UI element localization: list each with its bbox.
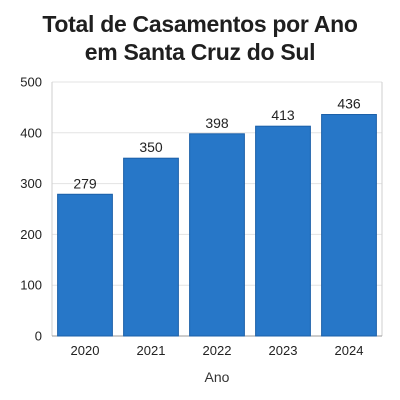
y-tick-label: 100 xyxy=(20,278,42,293)
x-tick-label-2024: 2024 xyxy=(335,343,364,358)
y-tick-label: 400 xyxy=(20,125,42,140)
y-tick-label: 500 xyxy=(20,75,42,90)
chart-title-line-1: Total de Casamentos por Ano xyxy=(42,11,358,37)
y-tick-label: 200 xyxy=(20,227,42,242)
x-tick-label-2023: 2023 xyxy=(269,343,298,358)
data-label-2020: 279 xyxy=(73,175,97,191)
data-label-2024: 436 xyxy=(337,96,361,112)
y-tick-label: 300 xyxy=(20,176,42,191)
chart-title-line-2: em Santa Cruz do Sul xyxy=(84,39,316,65)
bar-2020 xyxy=(57,193,113,337)
data-label-2022: 398 xyxy=(205,115,229,131)
x-tick-label-2020: 2020 xyxy=(71,343,100,358)
data-label-2021: 350 xyxy=(139,139,163,155)
data-label-2023: 413 xyxy=(271,107,295,123)
bar-2022 xyxy=(189,133,245,337)
bar-2024 xyxy=(321,114,377,337)
x-tick-label-2022: 2022 xyxy=(203,343,232,358)
y-tick-label: 0 xyxy=(35,329,42,344)
chart-title: Total de Casamentos por Ano em Santa Cru… xyxy=(0,10,400,66)
x-axis-label: Ano xyxy=(205,369,230,385)
bar-2021 xyxy=(123,157,179,337)
bar-2023 xyxy=(255,125,311,337)
x-tick-label-2021: 2021 xyxy=(137,343,166,358)
